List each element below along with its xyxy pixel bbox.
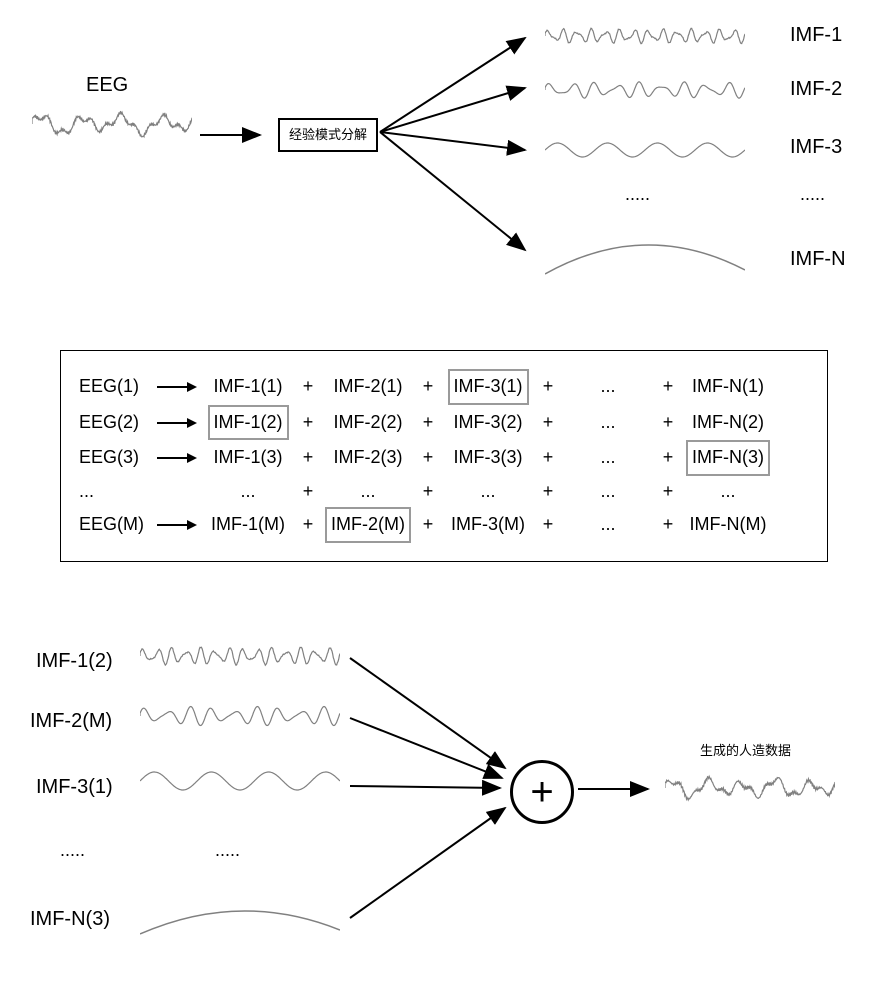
table-row: EEG(M)IMF-1(M)+IMF-2(M)+IMF-3(M)+...+IMF…: [79, 507, 809, 543]
emd-box: 经验模式分解: [278, 118, 378, 152]
table-row: EEG(2)IMF-1(2)+IMF-2(2)+IMF-3(2)+...+IMF…: [79, 405, 809, 441]
imf-cell: IMF-1(1): [203, 371, 293, 403]
in3-wave: [140, 756, 340, 806]
sum-node: +: [510, 760, 574, 824]
imf-cell: IMF-2(1): [323, 371, 413, 403]
imf-cell: IMF-1(3): [203, 442, 293, 474]
table-row: EEG(3)IMF-1(3)+IMF-2(3)+IMF-3(3)+...+IMF…: [79, 440, 809, 476]
eeg-wave: [32, 104, 192, 144]
plus-symbol: +: [297, 476, 319, 508]
imf-cell: ...: [443, 476, 533, 508]
imf-cell: ...: [563, 442, 653, 474]
in2-label: IMF-2(M): [30, 710, 112, 733]
imfn-wave: [545, 218, 745, 278]
imf-cell: IMF-2(2): [323, 407, 413, 439]
imf1-label: IMF-1: [790, 24, 842, 47]
imf-cell: IMF-N(1): [683, 371, 773, 403]
eeg-cell: EEG(1): [79, 371, 151, 403]
arrow-icon: [155, 442, 199, 474]
in-ellipsis-wave: .....: [215, 840, 240, 861]
plus-symbol: +: [537, 509, 559, 541]
in2-wave: [140, 694, 340, 738]
eeg-cell: EEG(2): [79, 407, 151, 439]
inN-label: IMF-N(3): [30, 908, 110, 931]
plus-symbol: +: [537, 476, 559, 508]
eeg-cell: EEG(M): [79, 509, 151, 541]
plus-symbol: +: [657, 407, 679, 439]
imf-cell: IMF-3(M): [443, 509, 533, 541]
imf-cell: IMF-N(M): [683, 509, 773, 541]
arrow-sum-to-output: [578, 784, 658, 794]
plus-symbol: +: [537, 442, 559, 474]
selected-imf: IMF-N(3): [686, 440, 770, 476]
imf2-wave: [545, 70, 745, 110]
plus-symbol: +: [657, 476, 679, 508]
table-row: ......+...+...+...+...: [79, 476, 809, 508]
imf-cell: ...: [563, 476, 653, 508]
decomposition-table: EEG(1)IMF-1(1)+IMF-2(1)+IMF-3(1)+...+IMF…: [60, 350, 828, 562]
eeg-label: EEG: [86, 74, 128, 97]
arrow-icon: [155, 371, 199, 403]
imf-ellipsis-label: .....: [800, 184, 825, 205]
table-row: EEG(1)IMF-1(1)+IMF-2(1)+IMF-3(1)+...+IMF…: [79, 369, 809, 405]
arrow-icon: [155, 509, 199, 541]
imfn-label: IMF-N: [790, 248, 846, 271]
imf-cell: ...: [683, 476, 773, 508]
eeg-cell: EEG(3): [79, 442, 151, 474]
plus-symbol: +: [297, 509, 319, 541]
imf-cell: ...: [563, 509, 653, 541]
plus-symbol: +: [417, 407, 439, 439]
imf-ellipsis-wave: .....: [625, 184, 650, 205]
in1-label: IMF-1(2): [36, 650, 113, 673]
imf-cell: ...: [563, 407, 653, 439]
in1-wave: [140, 636, 340, 676]
selected-imf: IMF-3(1): [448, 369, 529, 405]
imf-cell: IMF-2(3): [323, 442, 413, 474]
imf-cell: ...: [563, 371, 653, 403]
plus-symbol: +: [297, 442, 319, 474]
arrow-eeg-to-emd: [200, 130, 270, 140]
imf-cell: IMF-N(2): [683, 407, 773, 439]
output-wave: [665, 768, 835, 808]
imf2-label: IMF-2: [790, 78, 842, 101]
imf-cell: IMF-N(3): [683, 440, 773, 476]
plus-symbol: +: [417, 371, 439, 403]
plus-symbol: +: [417, 442, 439, 474]
plus-symbol: +: [657, 371, 679, 403]
imf-cell: IMF-3(2): [443, 407, 533, 439]
plus-symbol: +: [537, 371, 559, 403]
plus-symbol: +: [297, 371, 319, 403]
plus-symbol: +: [417, 476, 439, 508]
in3-label: IMF-3(1): [36, 776, 113, 799]
plus-symbol: +: [657, 442, 679, 474]
plus-symbol: +: [417, 509, 439, 541]
imf-cell: ...: [203, 476, 293, 508]
imf-cell: IMF-3(1): [443, 369, 533, 405]
imf-cell: IMF-1(2): [203, 405, 293, 441]
imf-cell: IMF-2(M): [323, 507, 413, 543]
arrow-icon: [155, 407, 199, 439]
imf-cell: ...: [323, 476, 413, 508]
inN-wave: [140, 878, 340, 938]
imf-cell: IMF-1(M): [203, 509, 293, 541]
imf-cell: IMF-3(3): [443, 442, 533, 474]
eeg-cell: ...: [79, 476, 151, 508]
arrow-icon: [155, 476, 199, 508]
plus-symbol: +: [297, 407, 319, 439]
plus-symbol: +: [537, 407, 559, 439]
output-label: 生成的人造数据: [700, 740, 791, 759]
imf1-wave: [545, 16, 745, 56]
selected-imf: IMF-2(M): [325, 507, 411, 543]
in-ellipsis-label: .....: [60, 840, 85, 861]
imf3-wave: [545, 128, 745, 172]
fanout-arrows: [380, 20, 550, 280]
sum-symbol: +: [530, 770, 553, 815]
selected-imf: IMF-1(2): [208, 405, 289, 441]
plus-symbol: +: [657, 509, 679, 541]
imf3-label: IMF-3: [790, 136, 842, 159]
